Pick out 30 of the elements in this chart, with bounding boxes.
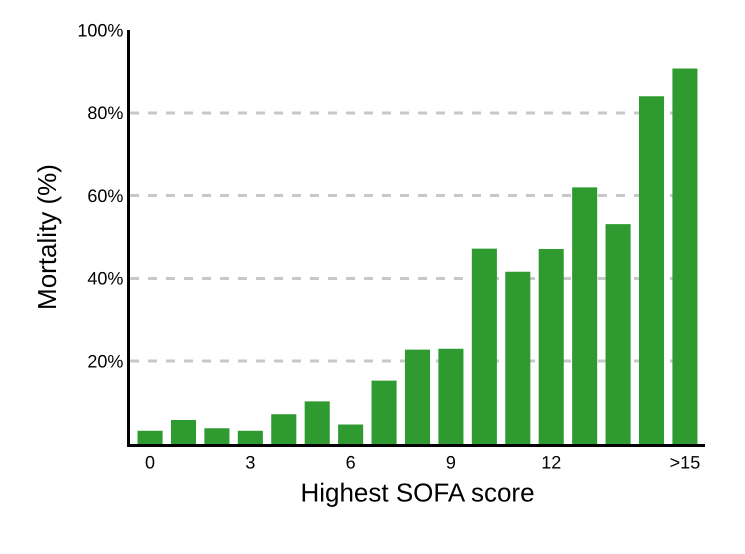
bar: [438, 348, 464, 444]
bar: [204, 428, 230, 444]
x-tick-label: 0: [145, 452, 156, 473]
y-tick-label: 80%: [87, 103, 124, 124]
y-axis-title: Mortality (%): [32, 164, 62, 310]
x-tick-label: >15: [670, 452, 700, 473]
y-tick-label: 20%: [87, 352, 124, 372]
x-tick-label: 3: [245, 452, 256, 473]
x-tick-label: 6: [346, 452, 356, 473]
bar: [404, 350, 430, 444]
bar: [672, 68, 698, 444]
x-tick-label: 12: [541, 452, 562, 473]
bar: [138, 430, 163, 444]
bar: [572, 187, 598, 444]
x-tick-label: 9: [446, 452, 456, 473]
bar: [638, 96, 664, 444]
y-tick-label: 40%: [87, 268, 124, 289]
y-tick-label: 100%: [77, 20, 124, 40]
bar: [505, 272, 530, 444]
bar: [271, 414, 296, 444]
y-tick-label: 60%: [87, 186, 124, 206]
x-axis-title: Highest SOFA score: [300, 477, 535, 508]
bar: [304, 401, 330, 444]
bar: [606, 224, 631, 444]
bar: [338, 424, 364, 444]
bar: [538, 249, 564, 444]
bar: [170, 420, 196, 444]
bar: [372, 380, 397, 444]
bar: [238, 430, 263, 444]
bar: [472, 248, 497, 444]
